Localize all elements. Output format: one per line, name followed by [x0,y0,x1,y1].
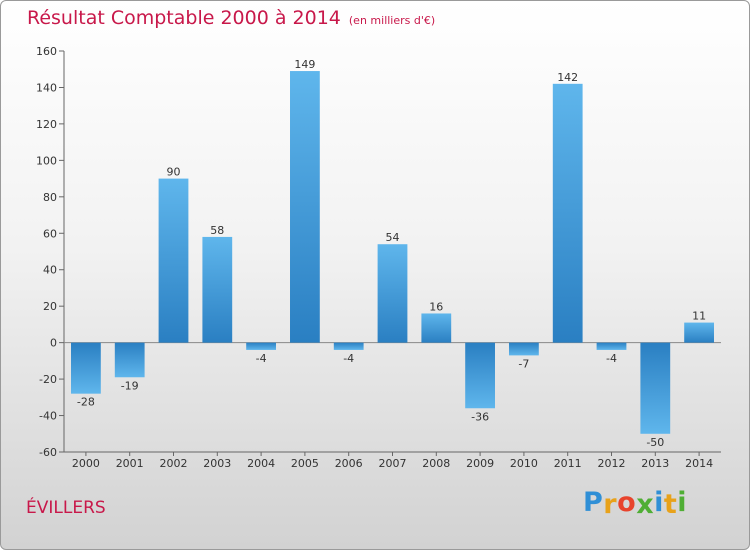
y-tick-label: 80 [43,191,57,204]
value-label-2014: 11 [692,310,706,323]
x-tick-label-2006: 2006 [335,457,363,470]
logo-letter: x [636,489,655,520]
y-tick-label: 100 [36,154,57,167]
bar-2012 [596,342,627,350]
commune-name: ÉVILLERS [26,498,106,518]
value-label-2010: -7 [518,357,529,370]
x-tick-label-2000: 2000 [72,457,100,470]
logo-letter: i [654,487,664,518]
proxiti-logo: Proxiti [583,487,688,520]
y-tick-label: -20 [39,373,57,386]
x-tick-label-2003: 2003 [203,457,231,470]
logo-letter: r [603,489,618,520]
bar-2006 [333,342,364,350]
value-label-2002: 90 [167,166,181,179]
y-tick-label: -60 [39,446,57,459]
x-tick-label-2013: 2013 [641,457,669,470]
bar-2001 [114,342,145,378]
value-label-2006: -4 [343,352,354,365]
x-tick-label-2009: 2009 [466,457,494,470]
x-tick-label-2010: 2010 [510,457,538,470]
x-tick-label-2008: 2008 [422,457,450,470]
chart-subtitle: (en milliers d'€) [348,14,436,27]
value-label-2008: 16 [429,300,443,313]
bar-2014 [684,322,714,343]
y-tick-label: 140 [36,81,57,94]
bar-2013 [640,342,671,434]
bar-2004 [246,342,276,350]
x-tick-label-2011: 2011 [554,457,582,470]
value-label-2011: 142 [557,71,578,84]
x-tick-label-2007: 2007 [379,457,407,470]
value-label-2000: -28 [77,396,95,409]
y-tick-label: 160 [36,45,57,58]
bar-2007 [377,244,408,343]
y-tick-label: 20 [43,300,57,313]
x-tick-label-2014: 2014 [685,457,713,470]
value-label-2003: 58 [210,224,224,237]
value-label-2005: 149 [294,58,315,71]
y-tick-label: 0 [50,337,57,350]
value-label-2001: -19 [121,379,139,392]
x-tick-label-2012: 2012 [598,457,626,470]
bar-2005 [290,71,320,343]
bar-2000 [71,342,101,394]
value-label-2004: -4 [256,352,267,365]
x-tick-label-2004: 2004 [247,457,275,470]
bar-2009 [465,342,495,409]
chart-title-text: Résultat Comptable 2000 à 2014 [27,7,341,29]
value-label-2012: -4 [606,352,617,365]
logo-letter: P [583,487,604,518]
bar-2011 [552,83,583,343]
logo-letter: o [617,487,637,518]
y-tick-label: 120 [36,118,57,131]
x-tick-label-2001: 2001 [116,457,144,470]
bar-2002 [158,178,189,343]
x-tick-label-2002: 2002 [160,457,188,470]
bar-2008 [421,313,452,343]
value-label-2009: -36 [471,410,489,423]
chart-title: Résultat Comptable 2000 à 2014 (en millie… [27,7,435,29]
logo-letter: i [677,487,688,518]
bar-2010 [509,342,539,356]
y-tick-label: 60 [43,227,57,240]
value-label-2007: 54 [386,231,400,244]
value-label-2013: -50 [646,436,664,449]
bar-2003 [202,236,233,343]
logo-letter: t [663,489,678,520]
y-tick-label: 40 [43,264,57,277]
bar-chart: -60 -40 -20 0 20 40 60 80 100 120 140 160 2000 -28 20… [36,45,721,470]
x-tick-label-2005: 2005 [291,457,319,470]
y-tick-label: -40 [39,410,57,423]
